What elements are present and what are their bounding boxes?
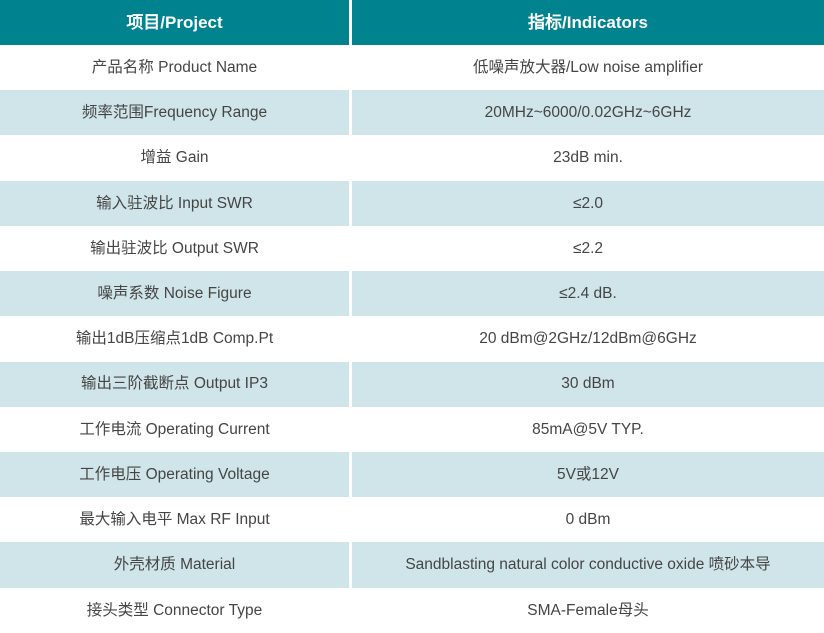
indicator-cell: ≤2.0	[352, 180, 824, 226]
indicator-cell: 23dB min.	[352, 135, 824, 181]
table-row: 噪声系数 Noise Figure ≤2.4 dB.	[0, 271, 824, 317]
project-cell: 输入驻波比 Input SWR	[0, 180, 349, 226]
table-row: 输入驻波比 Input SWR ≤2.0	[0, 180, 824, 226]
project-cell: 最大输入电平 Max RF Input	[0, 497, 349, 543]
table-row: 外壳材质 Material Sandblasting natural color …	[0, 542, 824, 588]
project-cell: 接头类型 Connector Type	[0, 587, 349, 633]
table-row: 最大输入电平 Max RF Input 0 dBm	[0, 497, 824, 543]
header-project: 项目/Project	[0, 0, 349, 45]
table-row: 输出三阶截断点 Output IP3 30 dBm	[0, 361, 824, 407]
indicator-cell: SMA-Female母头	[352, 587, 824, 633]
indicator-cell: ≤2.4 dB.	[352, 271, 824, 317]
project-cell: 频率范围Frequency Range	[0, 90, 349, 136]
header-indicators: 指标/Indicators	[352, 0, 824, 45]
table-body: 产品名称 Product Name 低噪声放大器/Low noise amplif…	[0, 45, 824, 633]
indicator-cell: Sandblasting natural color conductive ox…	[352, 542, 824, 588]
indicator-cell: 5V或12V	[352, 451, 824, 498]
indicator-cell: 85mA@5V TYP.	[352, 406, 824, 452]
project-cell: 外壳材质 Material	[0, 542, 349, 588]
indicator-cell: 30 dBm	[352, 361, 824, 407]
project-cell: 增益 Gain	[0, 135, 349, 181]
table-row: 频率范围Frequency Range 20MHz~6000/0.02GHz~6G…	[0, 90, 824, 136]
indicator-cell: 0 dBm	[352, 497, 824, 543]
table-row: 增益 Gain 23dB min.	[0, 135, 824, 181]
indicator-cell: 20MHz~6000/0.02GHz~6GHz	[352, 90, 824, 136]
project-cell: 工作电流 Operating Current	[0, 406, 349, 452]
table-header-row: 项目/Project 指标/Indicators	[0, 0, 824, 45]
indicator-cell: 低噪声放大器/Low noise amplifier	[352, 45, 824, 91]
project-cell: 工作电压 Operating Voltage	[0, 451, 349, 498]
indicator-cell: 20 dBm@2GHz/12dBm@6GHz	[352, 316, 824, 362]
project-cell: 输出三阶截断点 Output IP3	[0, 361, 349, 407]
table-row: 输出1dB压缩点1dB Comp.Pt 20 dBm@2GHz/12dBm@6GH…	[0, 316, 824, 362]
table-row: 输出驻波比 Output SWR ≤2.2	[0, 225, 824, 272]
project-cell: 输出驻波比 Output SWR	[0, 225, 349, 272]
project-cell: 噪声系数 Noise Figure	[0, 271, 349, 317]
table-row: 工作电流 Operating Current 85mA@5V TYP.	[0, 406, 824, 452]
table-row: 工作电压 Operating Voltage 5V或12V	[0, 451, 824, 498]
indicator-cell: ≤2.2	[352, 225, 824, 272]
project-cell: 输出1dB压缩点1dB Comp.Pt	[0, 316, 349, 362]
table-row: 接头类型 Connector Type SMA-Female母头	[0, 587, 824, 633]
table-row: 产品名称 Product Name 低噪声放大器/Low noise amplif…	[0, 45, 824, 91]
project-cell: 产品名称 Product Name	[0, 45, 349, 91]
